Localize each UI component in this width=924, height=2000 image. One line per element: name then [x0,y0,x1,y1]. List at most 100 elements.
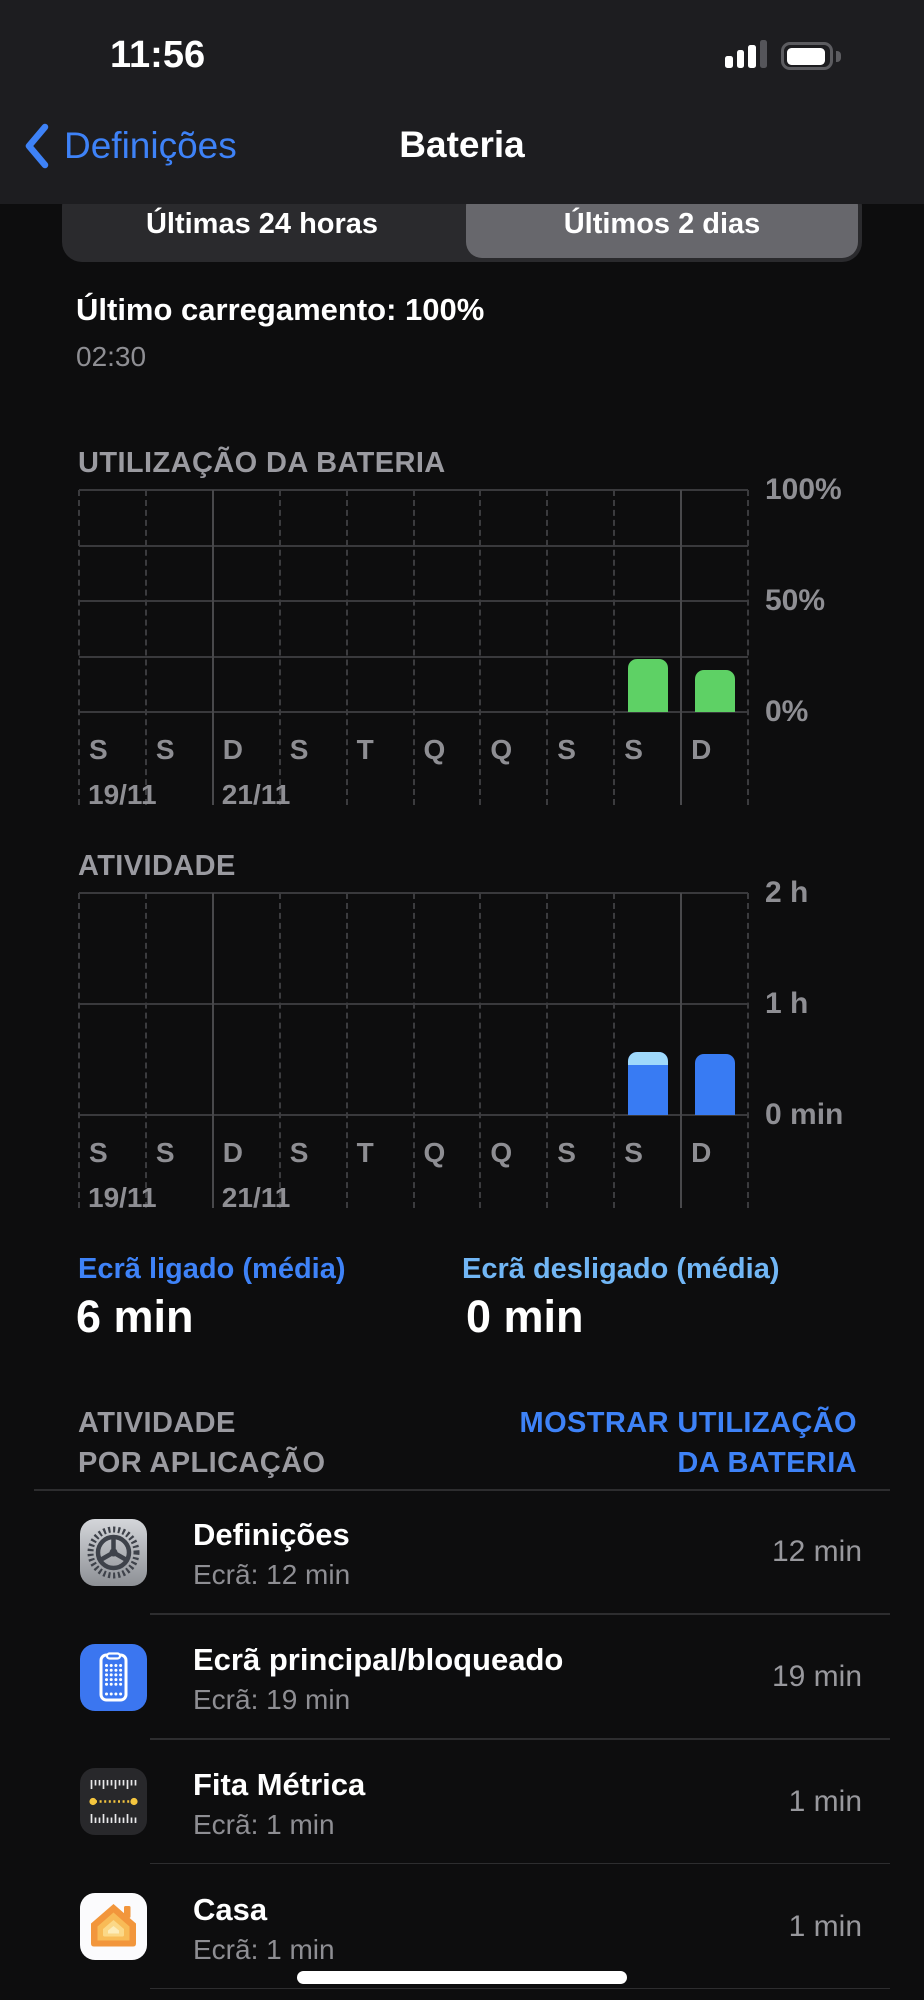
chart-gridline-v [211,490,214,805]
last-charge-title: Último carregamento: 100% [76,292,485,327]
app-row-subtitle: Ecrã: 1 min [193,1933,335,1965]
app-row-value: 12 min [771,1535,862,1569]
chart-gridline-v [345,490,348,805]
chart-gridline-v [78,490,80,805]
chart-axis-label: 1 h [765,987,809,1020]
chart-day-label: D [222,1137,244,1168]
app-row-subtitle: Ecrã: 12 min [193,1559,351,1591]
chart-gridline-v [680,893,683,1208]
row-separator [150,1738,890,1740]
navigation-bar: 11:56 Bateria Definições [0,0,924,204]
chart-gridline-v [78,893,80,1208]
chart-gridline-v [479,893,482,1208]
back-button[interactable]: Definições [24,122,237,170]
app-row-title: Definições [193,1517,350,1553]
chart-day-label: Q [423,1137,446,1168]
home-icon [80,1893,147,1961]
chart-gridline-v [680,490,683,805]
chart-gridline-v [613,490,616,805]
settings-gear-icon [80,1518,147,1586]
chart-date-label: 21/11 [221,1182,291,1213]
row-separator [150,1987,890,1990]
app-list-row[interactable]: Fita Métrica Ecrã: 1 min 1 min [34,1740,890,1865]
chart-day-label: S [89,1137,108,1168]
measure-tape-icon [80,1768,147,1836]
app-row-title: Ecrã principal/bloqueado [193,1642,564,1678]
activity-section-title: ATIVIDADE [78,850,236,882]
screen-off-average-label: Ecrã desligado (média) [462,1253,780,1285]
chart-day-label: S [624,1137,643,1168]
chart-day-label: S [155,1137,175,1168]
battery-icon [781,42,833,70]
app-row-value: 1 min [788,1909,862,1943]
segment-option-0[interactable]: Últimas 24 horas [145,207,379,240]
chart-gridline-v [412,490,415,805]
show-battery-usage-link[interactable]: MOSTRAR UTILIZAÇÃO DA BATERIA [519,1407,857,1479]
battery-usage-chart: S S D S T Q Q S S D 19/11 21/11 100% 50% 0% [78,473,842,810]
chart-date-label: 19/11 [88,1182,157,1213]
chart-gridline-v [546,490,549,805]
chart-axis-label: 0 min [765,1098,844,1131]
cellular-signal-icon [725,40,771,70]
chart-gridline-v [345,893,348,1208]
list-top-separator [34,1489,890,1491]
chart-day-label: S [89,734,108,765]
chart-gridline-v [278,893,281,1208]
row-separator [150,1862,890,1865]
chart-gridline-v [747,893,749,1208]
activity-by-app-header: ATIVIDADE POR APLICAÇÃO [78,1407,326,1479]
screen-on-average-label: Ecrã ligado (média) [78,1253,346,1285]
chart-day-label: D [222,734,244,765]
chart-bar[interactable] [694,1053,735,1115]
chart-day-label: Q [490,1137,513,1168]
phone-icon [80,1643,147,1711]
chart-day-label: S [557,1137,576,1168]
battery-icon-nub [836,51,841,62]
app-row-subtitle: Ecrã: 1 min [193,1808,335,1840]
status-bar-time: 11:56 [110,34,206,76]
app-row-value: 1 min [788,1784,862,1818]
chart-day-label: D [691,734,712,765]
chart-date-label: 19/11 [88,779,157,810]
chart-day-label: D [691,1137,712,1168]
chart-day-label: S [155,734,175,765]
back-button-label: Definições [64,125,237,166]
app-list-row[interactable]: Definições Ecrã: 12 min 12 min [34,1490,890,1615]
app-row-title: Fita Métrica [193,1766,366,1802]
chart-day-label: S [289,1137,309,1168]
chart-day-label: Q [490,734,513,765]
chart-gridline-v [479,490,482,805]
chart-axis-label: 50% [765,584,826,617]
chart-day-label: T [356,734,374,765]
chart-gridline-v [747,490,749,805]
home-indicator[interactable] [297,1971,627,1984]
app-row-value: 19 min [771,1660,862,1694]
activity-chart: S S D S T Q Q S S D 19/11 21/11 2 h 1 h 0 min [78,876,843,1213]
chart-bar[interactable] [627,658,668,712]
chart-gridline-v [278,490,281,805]
app-list-row[interactable]: Casa Ecrã: 1 min 1 min [34,1864,890,1990]
last-charge-time: 02:30 [76,341,147,372]
app-row-title: Casa [193,1891,268,1927]
app-list-row[interactable]: Ecrã principal/bloqueado Ecrã: 19 min 19 m… [34,1615,890,1740]
chart-gridline-v [613,893,616,1208]
chart-gridline-v [412,893,415,1208]
chart-gridline-v [144,490,147,805]
chart-bar[interactable] [694,669,735,712]
chart-day-label: S [557,734,576,765]
page-title: Bateria [399,124,525,165]
chart-bar[interactable] [627,1052,668,1115]
chart-axis-label: 0% [765,695,809,728]
screen-off-average-value: 0 min [466,1291,584,1342]
chart-date-label: 21/11 [221,779,291,810]
chart-axis-label: 100% [765,473,842,506]
chart-gridline-v [546,893,549,1208]
chart-day-label: Q [423,734,446,765]
chart-day-label: S [289,734,309,765]
chart-axis-label: 2 h [765,876,809,909]
app-row-subtitle: Ecrã: 19 min [193,1684,351,1716]
chart-day-label: S [624,734,643,765]
chart-gridline-v [211,893,214,1208]
screen-on-average-value: 6 min [76,1291,194,1342]
